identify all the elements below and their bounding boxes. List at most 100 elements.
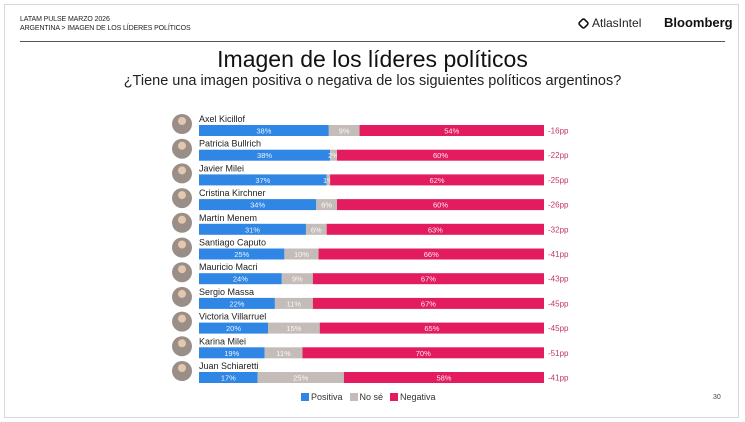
data-label: 34% bbox=[250, 201, 265, 210]
data-label: 54% bbox=[444, 127, 459, 136]
politician-name: Sergio Massa bbox=[199, 287, 254, 297]
net-label: -26pp bbox=[548, 201, 569, 210]
data-label: 19% bbox=[224, 349, 239, 358]
data-label: 10% bbox=[294, 250, 309, 259]
bar-no-s- bbox=[257, 372, 344, 383]
bar-negativa bbox=[326, 223, 544, 235]
politician-name: Santiago Caputo bbox=[199, 238, 266, 248]
data-label: 37% bbox=[255, 176, 270, 185]
data-label: 6% bbox=[321, 201, 332, 210]
bar-positiva bbox=[199, 125, 329, 136]
legend-positiva: Positiva bbox=[301, 392, 343, 402]
data-label: 58% bbox=[436, 374, 451, 383]
bar-no-s- bbox=[274, 297, 313, 309]
bar-no-s- bbox=[281, 273, 313, 285]
politician-name: Martín Menem bbox=[199, 213, 257, 223]
atlasintel-logo: AtlasIntel bbox=[577, 16, 642, 30]
data-label: 17% bbox=[221, 374, 236, 383]
bar-positiva bbox=[199, 297, 275, 309]
legend-negativa: Negativa bbox=[390, 392, 436, 402]
bar-negativa bbox=[343, 372, 544, 383]
data-label: 20% bbox=[226, 324, 241, 333]
data-label: 22% bbox=[229, 299, 244, 308]
data-label: 2% bbox=[328, 151, 339, 160]
data-label: 38% bbox=[257, 151, 272, 160]
bar-negativa bbox=[319, 322, 544, 334]
politician-name: Karina Milei bbox=[199, 336, 246, 346]
legend-label: Positiva bbox=[311, 392, 343, 402]
net-label: -41pp bbox=[548, 374, 569, 383]
politician-name: Javier Milei bbox=[199, 163, 244, 173]
data-label: 11% bbox=[287, 299, 302, 308]
politician-name: Cristina Kirchner bbox=[199, 188, 266, 198]
data-label: 60% bbox=[433, 201, 448, 210]
report-name: LATAM PULSE MARZO 2026 bbox=[20, 16, 110, 23]
net-label: -16pp bbox=[548, 127, 569, 136]
legend-no-se: No sé bbox=[349, 392, 384, 402]
avatar-face bbox=[178, 117, 186, 125]
data-label: 9% bbox=[339, 127, 350, 136]
bar-negativa bbox=[302, 347, 544, 359]
data-label: 6% bbox=[311, 225, 322, 234]
data-label: 60% bbox=[433, 151, 448, 160]
data-label: 25% bbox=[234, 250, 249, 259]
bar-positiva bbox=[199, 199, 317, 211]
data-label: 63% bbox=[428, 225, 443, 234]
avatar-face bbox=[178, 364, 186, 372]
data-label: 38% bbox=[256, 127, 271, 136]
politician-name: Mauricio Macri bbox=[199, 262, 258, 272]
data-label: 62% bbox=[430, 176, 445, 185]
bar-negativa bbox=[312, 297, 544, 309]
slide-frame bbox=[4, 4, 739, 418]
avatar-face bbox=[178, 314, 186, 323]
bar-negativa bbox=[337, 149, 544, 161]
legend-swatch bbox=[301, 393, 309, 401]
bar-no-s- bbox=[264, 347, 303, 359]
bar-no-s- bbox=[284, 248, 319, 260]
data-label: 11% bbox=[276, 349, 291, 358]
net-label: -45pp bbox=[548, 324, 569, 333]
net-label: -41pp bbox=[548, 250, 569, 259]
net-label: -45pp bbox=[548, 299, 569, 308]
avatar-face bbox=[178, 240, 186, 249]
atlas-text: AtlasIntel bbox=[592, 16, 642, 30]
avatar-face bbox=[178, 215, 186, 224]
avatar-face bbox=[178, 166, 186, 175]
legend-label: Negativa bbox=[400, 392, 436, 402]
bar-negativa bbox=[318, 248, 544, 260]
data-label: 65% bbox=[424, 324, 439, 333]
header-divider bbox=[20, 41, 725, 42]
bar-negativa bbox=[312, 273, 544, 285]
legend-label: No sé bbox=[359, 392, 384, 402]
data-label: 24% bbox=[233, 275, 248, 284]
avatar-face bbox=[178, 265, 186, 274]
legend-swatch bbox=[349, 393, 358, 401]
politician-name: Axel Kicillof bbox=[199, 114, 246, 124]
avatar-face bbox=[178, 191, 186, 200]
politician-name: Patricia Bullrich bbox=[199, 139, 261, 149]
chart-subtitle: ¿Tiene una imagen positiva o negativa de… bbox=[123, 73, 622, 89]
avatar-face bbox=[178, 339, 186, 348]
data-label: 66% bbox=[424, 250, 439, 259]
bar-no-s- bbox=[268, 322, 320, 334]
bar-no-s- bbox=[328, 125, 360, 136]
net-label: -43pp bbox=[548, 275, 569, 284]
data-label: 15% bbox=[286, 324, 301, 333]
avatar-face bbox=[178, 141, 186, 150]
bar-positiva bbox=[199, 174, 327, 186]
legend-swatch bbox=[390, 393, 399, 401]
bar-negativa bbox=[359, 125, 544, 136]
bar-positiva bbox=[199, 372, 258, 383]
data-label: 70% bbox=[416, 349, 431, 358]
bar-positiva bbox=[199, 322, 268, 334]
data-label: 67% bbox=[421, 299, 436, 308]
breadcrumb: ARGENTINA > IMAGEN DE LOS LÍDERES POLÍTI… bbox=[20, 25, 191, 32]
net-label: -51pp bbox=[548, 349, 569, 358]
bar-negativa bbox=[330, 174, 544, 186]
avatar-face bbox=[178, 289, 186, 298]
bloomberg-logo: Bloomberg bbox=[664, 15, 733, 30]
bar-positiva bbox=[199, 273, 282, 285]
legend: Positiva No sé Negativa bbox=[301, 392, 436, 402]
data-label: 25% bbox=[293, 374, 308, 383]
